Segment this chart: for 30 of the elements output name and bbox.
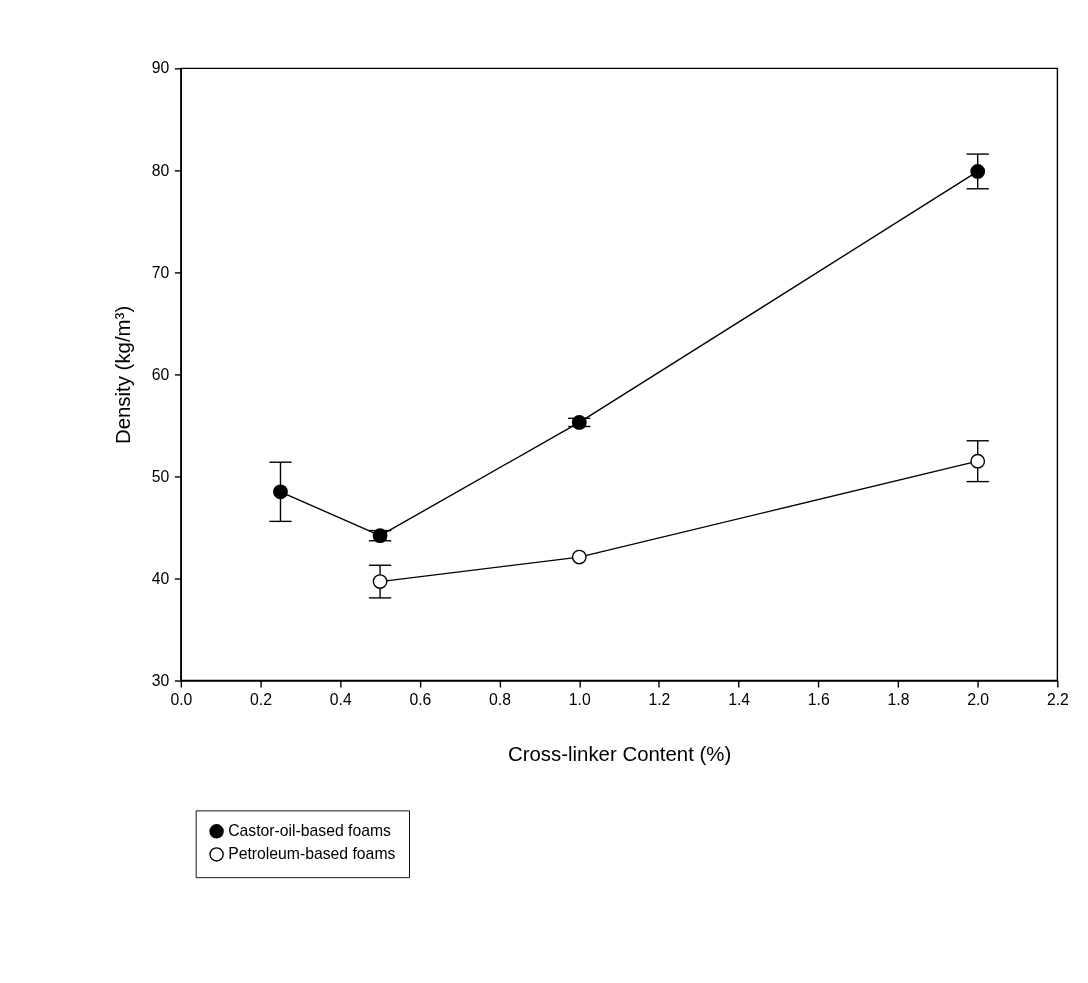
x-tick-label: 1.6 — [807, 691, 830, 709]
point — [273, 484, 288, 500]
point — [970, 453, 986, 469]
legend-label: Petroleum-based foams — [228, 845, 396, 863]
x-tick-label: 0.6 — [409, 691, 432, 709]
y-tick-label: 40 — [151, 569, 170, 587]
x-tick-label: 2.0 — [967, 691, 990, 709]
x-axis-title: Cross-linker Content (%) — [507, 742, 732, 765]
x-tick-label: 1.2 — [648, 691, 671, 709]
point — [571, 415, 587, 430]
x-tick-label: 2.2 — [1046, 691, 1069, 709]
y-axis-title: Density (kg/m³) — [112, 305, 135, 445]
point — [970, 164, 986, 179]
y-tick-label: 60 — [151, 365, 170, 383]
point — [372, 574, 388, 589]
x-tick-label: 0.4 — [329, 691, 352, 709]
y-tick-label: 30 — [151, 671, 170, 689]
y-tick-label: 70 — [151, 263, 170, 281]
x-tick-label: 0.8 — [489, 691, 512, 709]
legend-label: Castor-oil-based foams — [228, 821, 392, 839]
x-tick-label: 1.8 — [887, 691, 910, 709]
y-tick-label: 80 — [151, 161, 170, 179]
point — [372, 528, 388, 544]
x-tick-label: 0.0 — [170, 691, 193, 709]
y-tick-label: 90 — [151, 59, 170, 77]
x-tick-label: 1.0 — [568, 691, 591, 709]
x-tick-label: 0.2 — [250, 691, 272, 709]
x-tick-label: 1.4 — [728, 691, 751, 709]
point — [571, 549, 587, 565]
y-tick-label: 50 — [151, 467, 170, 485]
